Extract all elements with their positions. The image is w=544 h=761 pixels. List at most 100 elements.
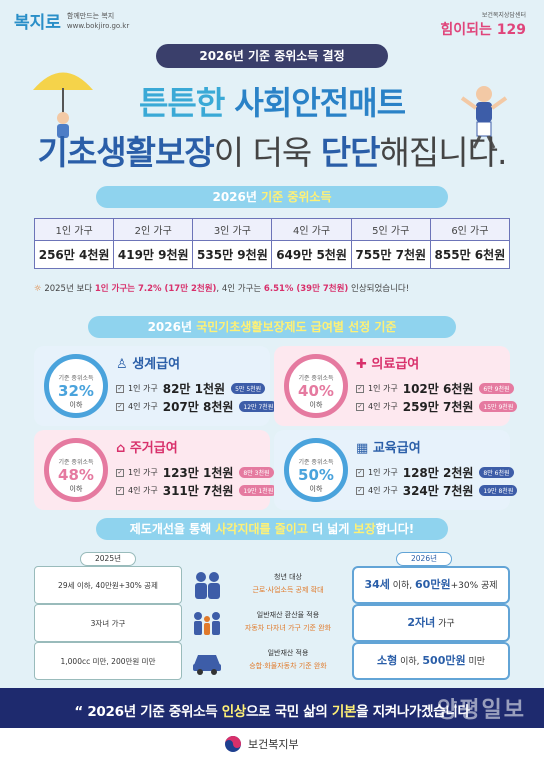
ministry-logo[interactable]: 보건복지부 [224, 735, 299, 753]
median-income-title-year: 2026년 [212, 190, 262, 204]
benefit-row: ✓ 1인 가구 102만 6천원 6만 9천원 [356, 380, 514, 397]
house-icon: ⌂ [116, 441, 130, 456]
checkbox-icon: ✓ [356, 402, 364, 411]
slogan-text: 을 지켜나가겠습니다 [356, 704, 470, 720]
reform-target: 일반재산 환산율 적용 [256, 611, 320, 619]
top-bar: 복지로 함께만드는 복지 www.bokjiro.go.kr 보건복지상담센터 … [0, 0, 544, 46]
circle-percent: 48% [58, 466, 94, 484]
card-title: ♙ 생계급여 [116, 353, 180, 372]
slogan-highlight: 기본 [331, 704, 357, 720]
ministry-name: 보건복지부 [248, 738, 299, 751]
increase-tag: 8만 6천원 [479, 467, 514, 478]
reform-row-youth: 29세 이하, 40만원+30% 공제 청년 대상 근로·사업소득 공제 확대 3… [34, 566, 510, 604]
row-label: 4인 가구 [368, 402, 398, 411]
slogan-band [0, 688, 544, 728]
circle-caption: 기준 중위소득 [298, 459, 334, 466]
circle-caption: 기준 중위소득 [58, 375, 94, 382]
before-value: 1,000cc 미만, 200만원 미만 [34, 642, 182, 680]
reform-text: 청년 대상 근로·사업소득 공제 확대 [228, 571, 348, 597]
circle-percent: 40% [298, 382, 334, 400]
note-highlight: 6.51% (39만 7천원) [263, 284, 349, 294]
car-icon [193, 655, 221, 675]
row-amount: 102만 6천원 [402, 382, 474, 396]
slogan-highlight: 인상 [221, 704, 247, 720]
table-header-cell: 2인 가구 [113, 218, 194, 241]
quote-icon: “ [74, 704, 88, 720]
footer [0, 728, 544, 761]
circle-caption: 기준 중위소득 [58, 459, 94, 466]
slogan-text: 으로 국민 삶의 [246, 704, 332, 720]
headline-2-emphasis: 기초생활보장 [37, 133, 215, 172]
reform-description: 청년 대상 근로·사업소득 공제 확대 [190, 566, 348, 604]
checkbox-icon: ✓ [356, 468, 364, 477]
increase-tag: 12만 7천원 [239, 401, 278, 412]
note-text: , 4인 가구는 [216, 284, 264, 294]
circle-below: 이하 [309, 485, 323, 493]
table-header-cell: 6인 가구 [429, 218, 511, 241]
circle-percent: 32% [58, 382, 94, 400]
row-label: 4인 가구 [128, 402, 158, 411]
row-label: 1인 가구 [128, 384, 158, 393]
table-value-cell: 256만 4천원 [33, 240, 115, 269]
table-value-cell: 649만 5천원 [271, 240, 352, 269]
bokjiro-logo[interactable]: 복지로 함께만드는 복지 www.bokjiro.go.kr [14, 8, 129, 34]
row-amount: 324만 7천원 [402, 484, 474, 498]
checkbox-icon: ✓ [116, 486, 124, 495]
row-amount: 128만 2천원 [402, 466, 474, 480]
headline-2-text-2: 해집니다. [379, 133, 508, 172]
checkbox-icon: ✓ [116, 468, 124, 477]
checkbox-icon: ✓ [356, 384, 364, 393]
bokjiro-url: www.bokjiro.go.kr [66, 21, 130, 30]
row-amount: 259만 7천원 [402, 400, 474, 414]
card-title-text: 주거급여 [129, 441, 178, 456]
announcement-pill: 2026년 기준 중위소득 결정 [156, 44, 388, 68]
bokjiro-logo-text: 함께만드는 복지 www.bokjiro.go.kr [67, 11, 129, 31]
median-income-title-text: 기준 중위소득 [261, 190, 332, 204]
reform-title-text: 더 넓게 [307, 522, 354, 536]
benefit-row: ✓ 4인 가구 311만 7천원 19만 1천원 [116, 482, 278, 499]
table-header-cell: 1인 가구 [33, 218, 115, 241]
headline-1-text: 튼튼한 [138, 84, 235, 122]
card-title: ⌂ 주거급여 [116, 437, 178, 456]
school-icon: ▦ [356, 441, 373, 456]
benefit-criteria-section-title: 2026년 국민기초생활보장제도 급여별 선정 기준 [88, 316, 456, 338]
umbrella-child-illustration [33, 72, 93, 138]
circle-below: 이하 [309, 401, 323, 409]
benefit-title-year: 2026년 [147, 320, 197, 334]
call-center-caption: 보건복지상담센터 [481, 12, 526, 19]
row-amount: 123만 1천원 [162, 466, 234, 480]
checkbox-icon: ✓ [356, 486, 364, 495]
medical-benefit-card: 기준 중위소득 40% 이하 ✚ 의료급여 ✓ 1인 가구 102만 6천원 6만 9… [274, 346, 518, 426]
after-highlight: 소형 [376, 654, 398, 667]
reform-target: 청년 대상 [274, 573, 302, 581]
row-label: 4인 가구 [368, 486, 398, 495]
call-center-logo[interactable]: 보건복지상담센터 힘이되는 129 [440, 10, 526, 39]
after-highlight: 60만원 [415, 578, 451, 591]
bokjiro-tagline: 함께만드는 복지 [66, 11, 115, 20]
headline-2-text: 이 더욱 [213, 133, 321, 172]
percent-circle: 기준 중위소득 32% 이하 [44, 354, 108, 418]
note-text: 인상되었습니다! [348, 284, 410, 294]
reform-change: 승합·화물자동차 기준 완화 [249, 662, 327, 670]
circle-below: 이하 [69, 401, 83, 409]
family-icon [194, 612, 220, 635]
housing-benefit-card: 기준 중위소득 48% 이하 ⌂ 주거급여 ✓ 1인 가구 123만 1천원 8만 3… [34, 430, 278, 510]
person-icon: ♙ [116, 357, 133, 372]
card-title-text: 교육급여 [372, 441, 421, 456]
circle-percent: 50% [298, 466, 334, 484]
slogan-text: 2026년 기준 중위소득 [87, 704, 222, 720]
note-highlight: 1인 가구는 7.2% (17만 2천원) [94, 284, 217, 294]
circle-below: 이하 [69, 485, 83, 493]
after-text: 미만 [465, 657, 486, 667]
increase-tag: 19만 8천원 [479, 485, 518, 496]
reform-section-title: 제도개선을 통해 사각지대를 줄이고 더 넓게 보장합니다! [96, 518, 448, 540]
percent-circle: 기준 중위소득 40% 이하 [284, 354, 348, 418]
slogan: “ 2026년 기준 중위소득 인상으로 국민 삶의 기본을 지켜나가겠습니다 [0, 700, 544, 720]
increase-tag: 5만 5천원 [231, 383, 266, 394]
bokjiro-logo-mark: 복지로 [14, 13, 61, 33]
row-label: 1인 가구 [128, 468, 158, 477]
reform-target: 일반재산 적용 [267, 649, 309, 657]
